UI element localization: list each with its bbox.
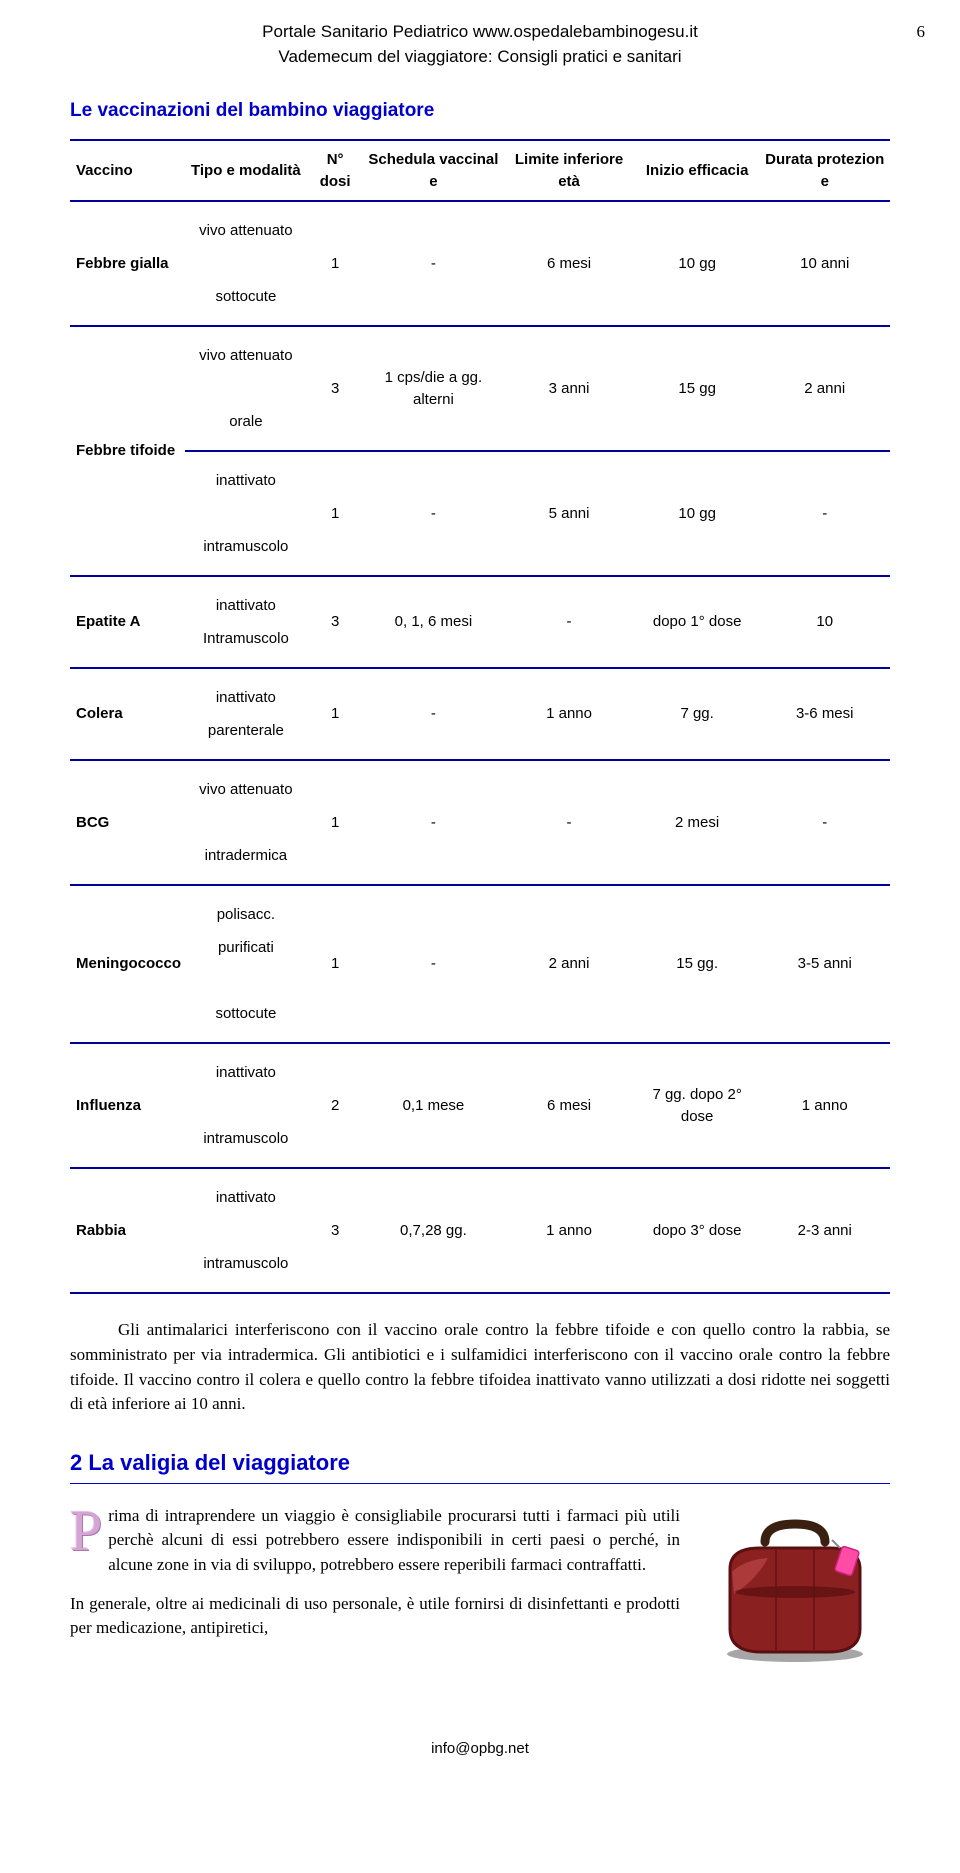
cell: - — [364, 885, 504, 1043]
cell-vaccino: Colera — [70, 668, 185, 760]
table-row: Influenzainattivatointramuscolo20,1 mese… — [70, 1043, 890, 1168]
table-row: Meningococcopolisacc. purificatisottocut… — [70, 885, 890, 1043]
cell: vivo attenuatoorale — [185, 326, 307, 451]
cell: 1 — [307, 885, 364, 1043]
cell: - — [364, 201, 504, 326]
vaccination-table: Vaccino Tipo e modalità N° dosi Schedula… — [70, 139, 890, 1295]
header-line-1: Portale Sanitario Pediatrico www.ospedal… — [70, 20, 890, 45]
cell: vivo attenuatosottocute — [185, 201, 307, 326]
chapter-2-heading: 2 La valigia del viaggiatore — [70, 1447, 890, 1484]
cell: 3-6 mesi — [759, 668, 890, 760]
table-row: BCGvivo attenuatointradermica1--2 mesi- — [70, 760, 890, 885]
cell: - — [759, 451, 890, 576]
paragraph-valigia: Prima di intraprendere un viaggio è cons… — [70, 1504, 890, 1704]
cell-vaccino: Febbre gialla — [70, 201, 185, 326]
cell: 1 — [307, 201, 364, 326]
cell: inattivatoIntramuscolo — [185, 576, 307, 668]
page-footer: info@opbg.net — [70, 1738, 890, 1760]
cell: 10 gg — [635, 451, 760, 576]
cell: 1 anno — [503, 1168, 635, 1293]
cell-vaccino: Influenza — [70, 1043, 185, 1168]
cell: vivo attenuatointradermica — [185, 760, 307, 885]
cell-vaccino: Rabbia — [70, 1168, 185, 1293]
table-row: inattivatointramuscolo1-5 anni10 gg- — [70, 451, 890, 576]
cell: 2 anni — [503, 885, 635, 1043]
cell: 2 anni — [759, 326, 890, 451]
cell: 2 mesi — [635, 760, 760, 885]
cell: 15 gg. — [635, 885, 760, 1043]
cell: 7 gg. — [635, 668, 760, 760]
table-row: Rabbiainattivatointramuscolo30,7,28 gg.1… — [70, 1168, 890, 1293]
cell: 3 — [307, 326, 364, 451]
cell: 15 gg — [635, 326, 760, 451]
cell-vaccino: Epatite A — [70, 576, 185, 668]
cell: 3 anni — [503, 326, 635, 451]
section-title-vaccinations: Le vaccinazioni del bambino viaggiatore — [70, 97, 890, 125]
table-row: Febbre giallavivo attenuatosottocute1-6 … — [70, 201, 890, 326]
cell: 1 — [307, 451, 364, 576]
cell: 1 — [307, 760, 364, 885]
cell: - — [759, 760, 890, 885]
cell: 6 mesi — [503, 1043, 635, 1168]
cell: 0, 1, 6 mesi — [364, 576, 504, 668]
cell: 3-5 anni — [759, 885, 890, 1043]
th-inizio: Inizio efficacia — [635, 140, 760, 202]
cell: inattivatoparenterale — [185, 668, 307, 760]
cell: 2 — [307, 1043, 364, 1168]
table-row: Colerainattivatoparenterale1-1 anno7 gg.… — [70, 668, 890, 760]
cell: inattivatointramuscolo — [185, 451, 307, 576]
table-row: Febbre tifoidevivo attenuatoorale31 cps/… — [70, 326, 890, 451]
th-dosi: N° dosi — [307, 140, 364, 202]
cell: - — [503, 760, 635, 885]
th-vaccino: Vaccino — [70, 140, 185, 202]
th-durata: Durata protezion e — [759, 140, 890, 202]
dropcap-p: P — [70, 1508, 102, 1554]
cell: 1 — [307, 668, 364, 760]
cell: 6 mesi — [503, 201, 635, 326]
cell: 0,1 mese — [364, 1043, 504, 1168]
header-line-2: Vademecum del viaggiatore: Consigli prat… — [70, 45, 890, 70]
cell: 10 — [759, 576, 890, 668]
th-limite: Limite inferiore età — [503, 140, 635, 202]
cell: 1 anno — [759, 1043, 890, 1168]
cell: - — [364, 760, 504, 885]
cell: - — [503, 576, 635, 668]
luggage-icon — [700, 1504, 890, 1674]
cell: - — [364, 451, 504, 576]
paragraph-antimalarici: Gli antimalarici interferiscono con il v… — [70, 1318, 890, 1417]
table-header-row: Vaccino Tipo e modalità N° dosi Schedula… — [70, 140, 890, 202]
cell: 2-3 anni — [759, 1168, 890, 1293]
cell: 3 — [307, 576, 364, 668]
cell: 7 gg. dopo 2° dose — [635, 1043, 760, 1168]
cell-vaccino: Febbre tifoide — [70, 326, 185, 576]
th-tipo: Tipo e modalità — [185, 140, 307, 202]
th-schedula: Schedula vaccinal e — [364, 140, 504, 202]
cell: 1 cps/die a gg. alterni — [364, 326, 504, 451]
page-header: Portale Sanitario Pediatrico www.ospedal… — [70, 20, 890, 69]
cell: inattivatointramuscolo — [185, 1043, 307, 1168]
cell: 3 — [307, 1168, 364, 1293]
table-row: Epatite AinattivatoIntramuscolo30, 1, 6 … — [70, 576, 890, 668]
cell-vaccino: BCG — [70, 760, 185, 885]
cell: 5 anni — [503, 451, 635, 576]
cell: inattivatointramuscolo — [185, 1168, 307, 1293]
cell: 0,7,28 gg. — [364, 1168, 504, 1293]
cell: 10 gg — [635, 201, 760, 326]
para2a-text: rima di intraprendere un viaggio è consi… — [108, 1506, 680, 1574]
cell: dopo 3° dose — [635, 1168, 760, 1293]
cell-vaccino: Meningococco — [70, 885, 185, 1043]
cell: dopo 1° dose — [635, 576, 760, 668]
page-number: 6 — [917, 20, 926, 45]
cell: 10 anni — [759, 201, 890, 326]
cell: polisacc. purificatisottocute — [185, 885, 307, 1043]
cell: 1 anno — [503, 668, 635, 760]
para-text-1: Gli antimalarici interferiscono con il v… — [70, 1318, 890, 1417]
cell: - — [364, 668, 504, 760]
